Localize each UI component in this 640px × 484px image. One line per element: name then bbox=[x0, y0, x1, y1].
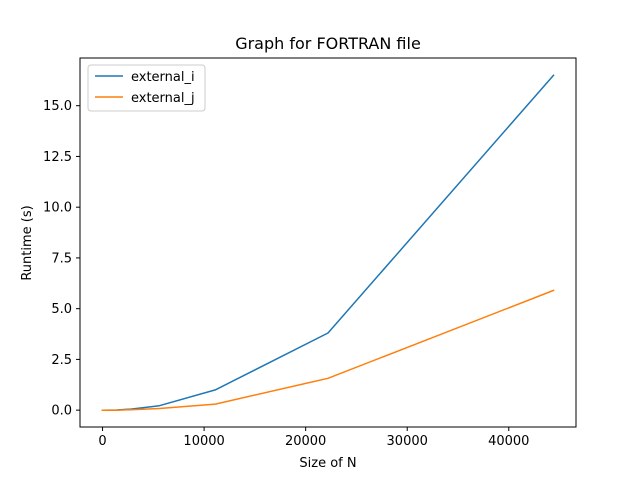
legend-label-external-j: external_j bbox=[131, 91, 195, 106]
plot-area bbox=[79, 57, 577, 428]
axes-frame bbox=[79, 57, 577, 428]
y-tick-label: 10.0 bbox=[43, 201, 72, 216]
legend: external_i external_j bbox=[87, 64, 206, 112]
y-axis: 0.0 2.5 5.0 7.5 10.0 12.5 15.0 bbox=[43, 99, 80, 419]
x-tick-label: 10000 bbox=[183, 434, 224, 449]
x-tick-label: 0 bbox=[98, 434, 106, 449]
y-tick-label: 2.5 bbox=[51, 353, 72, 368]
x-axis-label: Size of N bbox=[299, 456, 356, 471]
y-axis-label: Runtime (s) bbox=[20, 205, 35, 280]
y-tick-label: 7.5 bbox=[51, 251, 72, 266]
y-tick-label: 5.0 bbox=[51, 302, 72, 317]
series-layer bbox=[101, 74, 555, 411]
y-tick-label: 12.5 bbox=[43, 150, 72, 165]
chart-title: Graph for FORTRAN file bbox=[235, 34, 421, 53]
x-tick-label: 40000 bbox=[488, 434, 529, 449]
series-line-external-j bbox=[101, 289, 555, 411]
x-tick-label: 30000 bbox=[387, 434, 428, 449]
x-tick-label: 20000 bbox=[285, 434, 326, 449]
y-tick-label: 0.0 bbox=[51, 404, 72, 419]
y-tick-label: 15.0 bbox=[43, 99, 72, 114]
x-axis: 0 10000 20000 30000 40000 bbox=[98, 427, 529, 449]
legend-label-external-i: external_i bbox=[131, 70, 195, 85]
